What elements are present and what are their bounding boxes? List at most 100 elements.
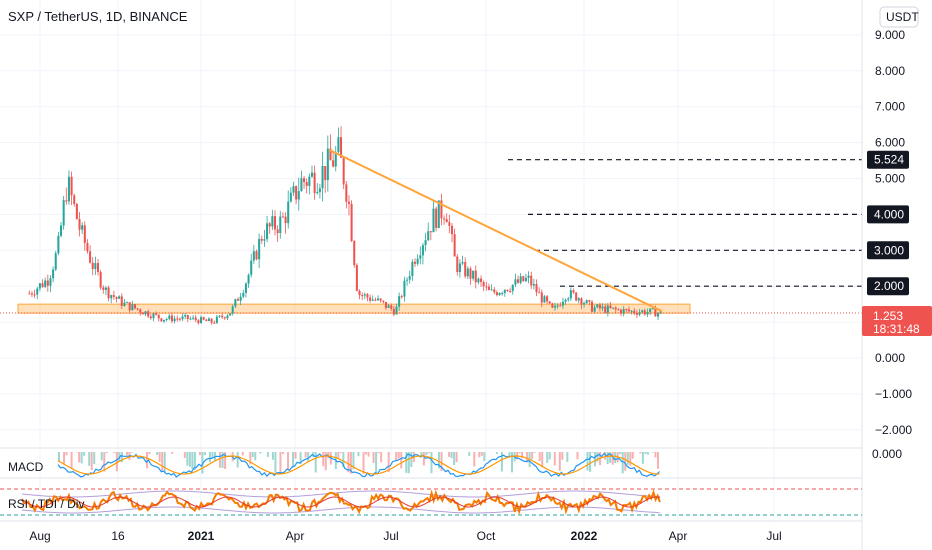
candle-body: [604, 306, 607, 313]
candle-body: [474, 270, 477, 283]
candle-body: [297, 191, 300, 200]
currency-button[interactable]: USDT: [879, 6, 919, 28]
price-tick-label: −2.000: [875, 423, 912, 437]
macd-bar: [292, 452, 295, 467]
macd-bar: [120, 452, 123, 463]
macd-bar: [161, 452, 164, 472]
macd-bar: [614, 452, 617, 463]
candle-body: [136, 308, 139, 310]
candle-body: [524, 277, 527, 282]
macd-bar: [558, 452, 561, 471]
candle-body: [157, 314, 160, 319]
macd-bar: [271, 452, 274, 460]
candle-body: [575, 292, 578, 301]
candle-body: [221, 315, 224, 318]
candle-body: [86, 242, 89, 252]
rsi-pane[interactable]: RSI / TDI / Div: [0, 488, 862, 516]
candle-body: [464, 262, 467, 277]
candle-body: [83, 225, 86, 243]
candle-body: [358, 290, 361, 296]
candle-body: [326, 148, 329, 181]
candle-body: [522, 276, 525, 282]
currency-button-label: USDT: [886, 10, 919, 24]
macd-bar: [397, 452, 400, 459]
macd-bar: [483, 452, 486, 462]
candle-body: [572, 290, 575, 293]
candle-body: [44, 280, 47, 287]
level-tag-box: [867, 150, 909, 169]
candle-body: [226, 315, 229, 319]
candle-body: [408, 276, 411, 280]
candle-body: [413, 261, 417, 264]
candle-body: [580, 298, 583, 305]
price-tick-label: 0.000: [875, 351, 905, 365]
candle-body: [73, 195, 76, 204]
candle-body: [458, 263, 461, 273]
countdown-timer: 18:31:48: [873, 322, 920, 336]
candle-body: [28, 293, 31, 295]
candle-body: [263, 239, 266, 241]
macd-bar: [644, 452, 647, 454]
resistance-levels: [508, 159, 862, 287]
macd-bar: [395, 452, 398, 461]
candle-body: [617, 309, 620, 311]
candle-body: [556, 305, 559, 307]
macd-pane[interactable]: MACD 0.000: [8, 447, 902, 478]
macd-bar: [548, 452, 551, 460]
macd-bar: [236, 452, 239, 468]
macd-bar: [156, 452, 159, 456]
candle-body: [110, 295, 113, 299]
macd-bar: [586, 452, 589, 471]
macd-bar: [304, 452, 307, 458]
candle-body: [379, 298, 382, 301]
macd-bar: [103, 452, 106, 472]
candle-body: [635, 313, 638, 315]
candle-body: [295, 186, 298, 200]
chart-title: SXP / TetherUS, 1D, BINANCE: [8, 9, 188, 24]
candle-body: [170, 315, 173, 322]
macd-bar: [427, 452, 430, 454]
candle-body: [147, 311, 150, 317]
candle-body: [128, 302, 131, 311]
macd-bar: [352, 452, 355, 470]
macd-bar: [407, 452, 410, 474]
candle-body: [395, 306, 398, 315]
time-tick-label: Apr: [286, 529, 305, 543]
candle-body: [382, 300, 385, 302]
candle-body: [202, 317, 205, 320]
candle-body: [654, 308, 657, 317]
macd-bar: [538, 452, 541, 462]
candle-body: [340, 137, 343, 158]
macd-bar: [241, 452, 244, 456]
macd-bar: [130, 452, 133, 453]
macd-bar: [480, 452, 483, 456]
candle-body: [236, 299, 240, 301]
candles: [28, 126, 662, 325]
candle-body: [419, 255, 422, 259]
macd-bar: [609, 452, 612, 463]
candle-body: [258, 238, 261, 260]
macd-bar: [518, 452, 521, 454]
candle-body: [403, 280, 406, 297]
candle-body: [369, 297, 372, 301]
candle-body: [120, 296, 123, 306]
candle-body: [657, 313, 660, 317]
price-axis[interactable]: 9.000 8.000 7.000 6.000 5.000 4.000 3.000 2.000…: [875, 28, 912, 437]
candle-body: [482, 282, 485, 287]
candle-body: [553, 305, 557, 308]
macd-bar: [621, 452, 624, 474]
candle-body: [149, 316, 152, 319]
candle-body: [384, 301, 387, 308]
candle-body: [569, 290, 572, 299]
candle-body: [33, 294, 36, 296]
macd-bar: [294, 452, 297, 459]
level-tag-box: [867, 241, 909, 260]
macd-bar: [70, 452, 73, 469]
candle-body: [89, 251, 92, 263]
time-axis[interactable]: Aug 16 2021 Apr Jul Oct 2022 Apr Jul: [29, 529, 781, 543]
price-pane[interactable]: [0, 126, 862, 325]
candle-body: [284, 216, 287, 224]
candle-body: [65, 200, 68, 202]
candle-body: [173, 318, 176, 322]
candle-body: [30, 293, 33, 295]
